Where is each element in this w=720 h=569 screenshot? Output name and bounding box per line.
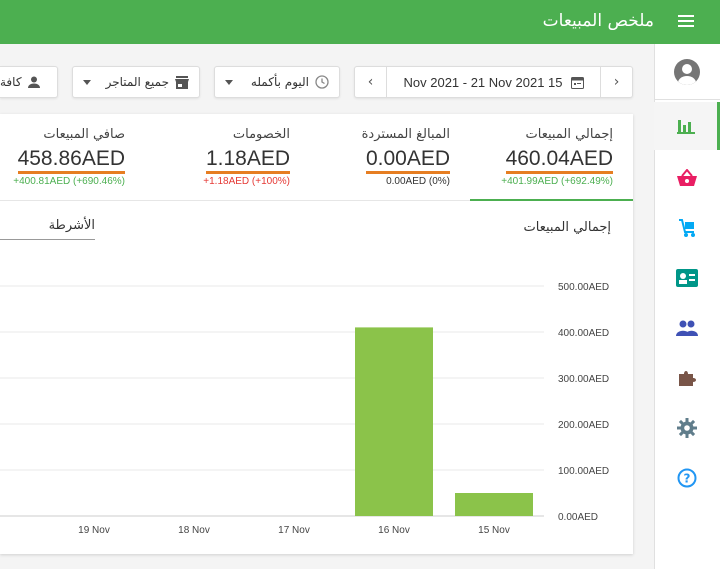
staff-filter-label: كافة [0, 75, 22, 89]
date-range-display[interactable]: Nov 2021 - 21 Nov 2021 15 [387, 75, 600, 90]
clock-icon [315, 75, 329, 89]
svg-text:?: ? [684, 472, 691, 486]
x-tick-label: 17 Nov [278, 525, 310, 536]
sales-summary-card: إجمالي المبيعات 460.04AED +401.99AED (+6… [0, 114, 633, 554]
date-range-picker[interactable]: ‹ Nov 2021 - 21 Nov 2021 15 › [354, 66, 633, 98]
metric-label: المبالغ المستردة [361, 127, 450, 142]
staff-filter-select[interactable]: كافة [0, 66, 58, 98]
sidebar-item-staff[interactable] [654, 304, 720, 352]
next-period-button[interactable]: › [600, 67, 632, 97]
x-tick-label: 19 Nov [78, 525, 110, 536]
metric-value: 1.18AED [205, 147, 290, 174]
y-tick-label: 300.00AED [558, 374, 609, 385]
x-tick-label: 18 Nov [178, 525, 210, 536]
account-circle-icon [674, 58, 700, 85]
metric-value: 458.86AED [17, 147, 125, 174]
store-select[interactable]: جميع المتاجر [72, 66, 200, 98]
chart-type-select[interactable]: الأشرطة [0, 218, 95, 240]
user-avatar[interactable] [654, 44, 720, 100]
metric-label: إجمالي المبيعات [525, 127, 613, 142]
metric-change: +401.99AED (+692.49%) [501, 176, 613, 187]
metric-gross-sales[interactable]: إجمالي المبيعات 460.04AED +401.99AED (+6… [470, 114, 633, 201]
cart-icon [679, 219, 695, 237]
metric-refunds[interactable]: المبالغ المستردة 0.00AED 0.00AED (0%) [330, 114, 470, 201]
top-app-bar: ملخص المبيعات [0, 0, 720, 44]
y-tick-label: 200.00AED [558, 420, 609, 431]
store-icon [175, 75, 189, 89]
side-navigation: ? [654, 44, 720, 569]
metric-value: 460.04AED [505, 147, 613, 174]
metric-value: 0.00AED [365, 147, 450, 174]
store-select-label: جميع المتاجر [105, 75, 169, 89]
sidebar-item-customers[interactable] [654, 254, 720, 302]
chart-bar[interactable] [355, 327, 433, 516]
y-tick-label: 400.00AED [558, 328, 609, 339]
period-select-label: اليوم بأكمله [250, 75, 309, 89]
metric-label: الخصومات [232, 127, 290, 142]
y-tick-label: 0.00AED [558, 512, 598, 523]
y-tick-label: 100.00AED [558, 466, 609, 477]
y-tick-label: 500.00AED [558, 282, 609, 293]
people-icon [676, 320, 698, 336]
calendar-icon [570, 76, 584, 89]
metric-discounts[interactable]: الخصومات 1.18AED +1.18AED (+100%) [160, 114, 310, 201]
chevron-down-icon [83, 79, 91, 85]
metric-change: +400.81AED (+690.46%) [13, 176, 125, 187]
chart-title: إجمالي المبيعات [523, 220, 611, 235]
date-range-text: Nov 2021 - 21 Nov 2021 15 [403, 74, 563, 90]
previous-period-button[interactable]: ‹ [355, 67, 387, 97]
person-icon [27, 76, 40, 88]
x-tick-label: 15 Nov [478, 525, 510, 536]
sidebar-item-help[interactable]: ? [654, 454, 720, 502]
sales-bar-chart: 0.00AED 100.00AED 200.00AED 300.00AED 400.00… [0, 282, 609, 536]
chevron-down-icon [225, 79, 233, 85]
page-title: ملخص المبيعات [542, 11, 654, 31]
metrics-tabs: إجمالي المبيعات 460.04AED +401.99AED (+6… [0, 114, 633, 201]
metric-change: 0.00AED (0%) [386, 176, 450, 187]
metric-change: +1.18AED (+100%) [203, 176, 290, 187]
help-icon: ? [677, 468, 697, 488]
metric-net-sales[interactable]: صافي المبيعات 458.86AED +400.81AED (+690… [0, 114, 145, 201]
bar-chart-icon [676, 120, 695, 134]
metric-label: صافي المبيعات [43, 127, 125, 142]
sidebar-item-addons[interactable] [654, 354, 720, 402]
menu-icon[interactable] [678, 15, 694, 28]
sidebar-item-analytics[interactable] [654, 102, 720, 150]
sidebar-item-orders[interactable] [654, 154, 720, 202]
basket-icon [677, 169, 697, 186]
contact-card-icon [676, 269, 698, 287]
gear-icon [677, 418, 697, 438]
period-select[interactable]: اليوم بأكمله [214, 66, 340, 98]
puzzle-icon [679, 371, 696, 386]
sidebar-item-settings[interactable] [654, 404, 720, 452]
sidebar-item-products[interactable] [654, 204, 720, 252]
chart-bar[interactable] [455, 493, 533, 516]
x-tick-label: 16 Nov [378, 525, 410, 536]
